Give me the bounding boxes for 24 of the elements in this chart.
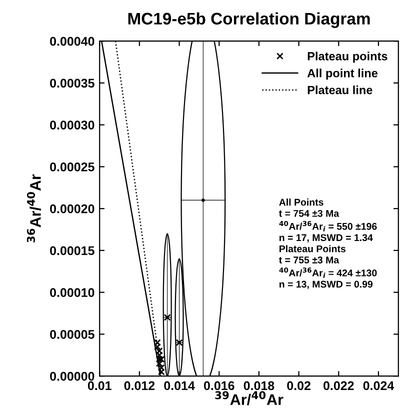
y-tick-label: 0.00025 (50, 162, 94, 172)
y-tick-label: 0.00015 (50, 246, 94, 256)
x-tick-label: 0.018 (244, 381, 274, 390)
y-tick-label: 0.00030 (50, 120, 94, 130)
y-tick-label: 0.00010 (50, 288, 94, 297)
x-tick-label: 0.02 (287, 381, 310, 390)
text: All Points t = 754 ±3 Ma $^{40}$Ar/$^{36}$Ar$_{i}$ = 550 ±196 n = 17, MSWD = 1.34 Plateau Points t = 755 ±3 Ma $^{40}$Ar/$^{36}$Ar$_{i}$ = 424 ±130 n = 13, MSWD = 0.99 (279, 198, 377, 290)
y-tick-label: 0.00005 (50, 330, 94, 339)
y-tick-label: 0.00035 (50, 78, 94, 88)
y-tick-label: 0.00000 (50, 372, 94, 381)
x-tick-label: 0.022 (323, 381, 354, 390)
x-axis-title: $^{39}$Ar/$^{40}$Ar (215, 391, 284, 406)
y-tick-label: 0.00040 (50, 36, 94, 46)
legend-label: Plateau line (308, 86, 372, 94)
legend-label: All point line (307, 68, 378, 80)
x-tick-label: 0.014 (164, 381, 195, 390)
x-tick-label: 0.016 (204, 381, 234, 390)
legend-label: Plateau points (308, 52, 388, 63)
x-tick-label: 0.024 (363, 381, 394, 390)
x-tick-label: 0.012 (124, 381, 155, 390)
x-tick-label: 0.01 (88, 381, 112, 390)
y-tick-label: 0.00020 (50, 204, 94, 214)
chart-title: MC19-e5b Correlation Diagram (128, 12, 370, 28)
y-axis-title: $^{36}$Ar/$^{40}$Ar (26, 174, 42, 242)
